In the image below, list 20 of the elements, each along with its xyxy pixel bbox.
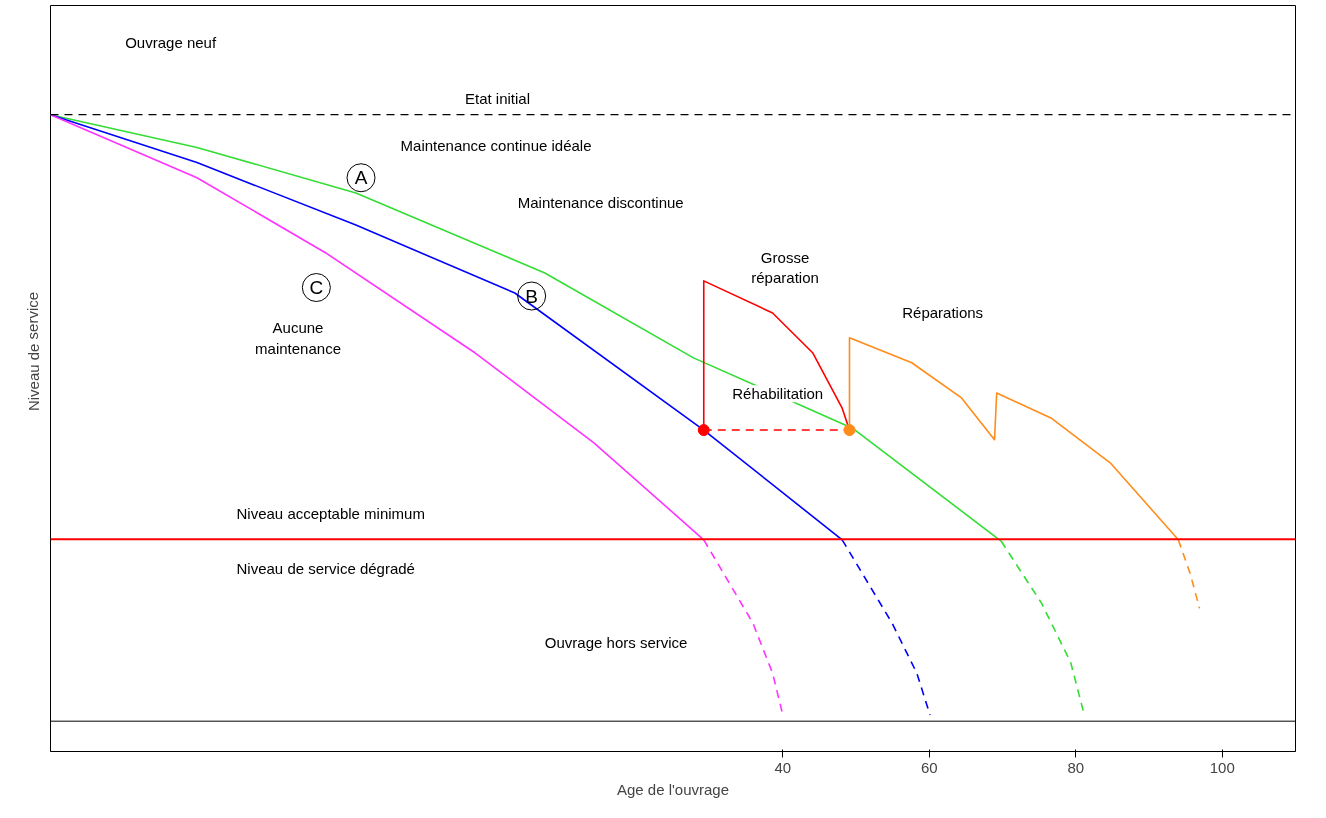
annotation: Réparations [902, 304, 984, 322]
ref-line-label: Etat initial [465, 89, 531, 107]
x-tick-label: 80 [1067, 758, 1085, 776]
annotation: Niveau de service dégradé [236, 560, 415, 578]
annotation: Réhabilitation [732, 385, 824, 403]
annotation: Aucune maintenance [255, 319, 341, 357]
annotation: Grosse réparation [751, 248, 819, 287]
x-tick-label: 40 [774, 758, 792, 776]
x-tick-label: 100 [1209, 758, 1235, 776]
annotation: Ouvrage hors service [544, 634, 688, 652]
y-axis-title: Niveau de service [24, 291, 42, 412]
annotation: B [525, 285, 539, 307]
annotation: Niveau acceptable minimum [236, 504, 425, 522]
annotation: Maintenance continue idéale [400, 137, 592, 155]
annotation: Maintenance discontinue [517, 194, 684, 212]
annotation: A [354, 167, 368, 189]
x-tick-label: 60 [920, 758, 938, 776]
x-axis-title: Age de l'ouvrage [616, 780, 730, 798]
text: Ouvrage neuf [125, 34, 217, 51]
annotation: C [309, 277, 324, 299]
